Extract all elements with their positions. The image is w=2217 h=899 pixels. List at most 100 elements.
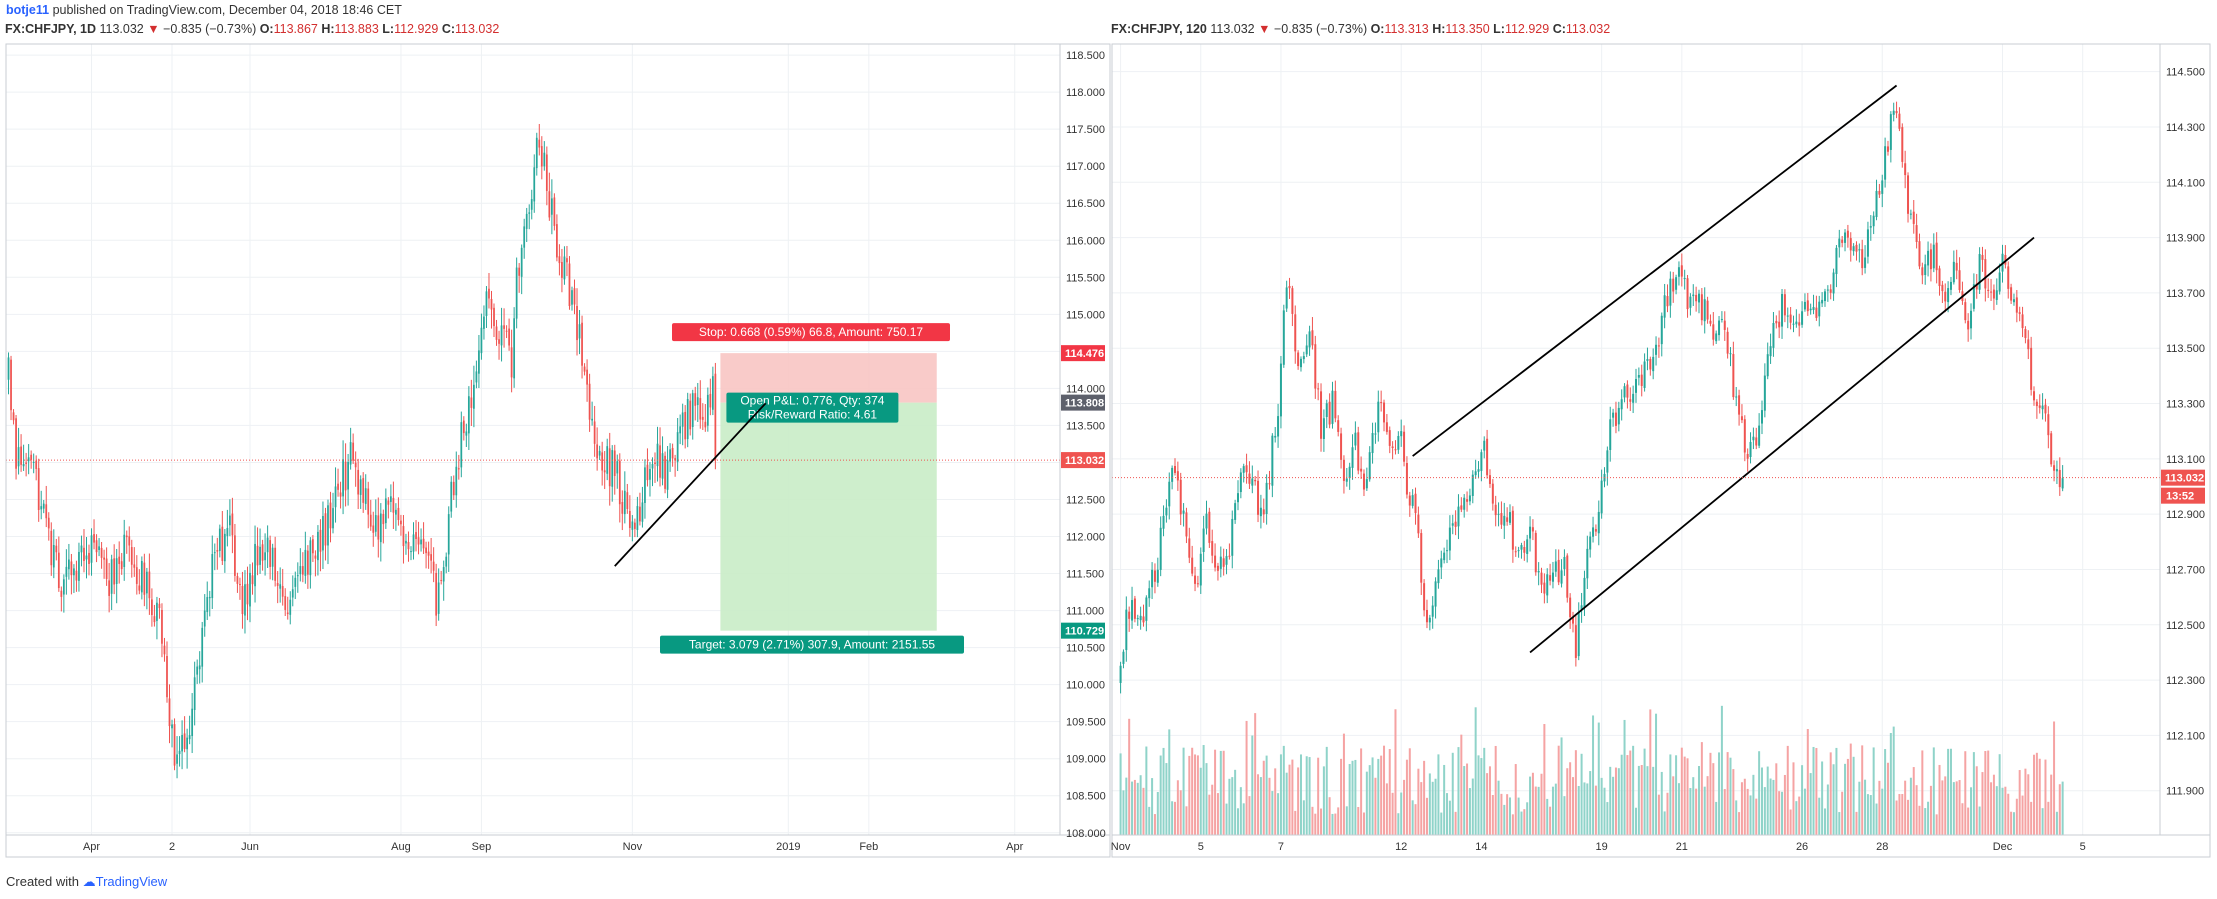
daily-chart-panel[interactable]: Stop: 0.668 (0.59%) 66.8, Amount: 750.17… [5,22,1111,858]
y-tick-label: 113.500 [1066,420,1105,432]
candle-body [1938,268,1941,287]
volume-bar [1987,750,1990,835]
candle-body [1337,420,1340,432]
volume-bar [1451,752,1454,835]
candle-body [1423,583,1426,611]
volume-bar [1858,781,1861,835]
candle-body [1781,294,1784,327]
candle-body [457,468,460,470]
candle-body [1474,471,1477,476]
trend-line[interactable] [1412,84,1898,457]
volume-bar [1377,758,1380,835]
candle-body [1586,548,1589,579]
candle-body [1583,577,1586,608]
candle-body [364,488,367,504]
volume-bar [1795,801,1798,835]
author-link[interactable]: botje11 [6,3,50,17]
volume-bar [1239,787,1242,835]
candle-body [1932,244,1935,269]
volume-bar [1763,787,1766,835]
candle-body [1182,510,1185,514]
candle-body [113,558,116,585]
current-price-badge: 113.032 [1065,455,1104,467]
candle-body [566,258,568,263]
volume-bar [1949,748,1952,835]
candle-body [1718,320,1721,336]
legend-o-value: 113.313 [1384,22,1428,36]
candle-body [1380,402,1383,404]
volume-bar [1775,763,1778,835]
candle-body [1214,555,1217,568]
legend-l-key: L: [1490,22,1505,36]
candle-body [266,537,269,553]
legend-o-value: 113.867 [274,22,318,36]
trend-line[interactable] [614,402,767,567]
candle-body [1970,310,1973,329]
take-profit-zone[interactable] [720,402,937,631]
candle-body [669,449,671,462]
candle-body [299,566,302,575]
price-axis-frame [2159,43,2211,836]
candle-body [1720,318,1723,320]
two-hour-chart-panel[interactable]: 111.900 112.100 112.300 112.500 112.700 112.9… [1111,22,2211,858]
candle-body [1136,618,1139,620]
candle-body [586,369,588,385]
volume-bar [2050,774,2053,835]
candle-body [269,540,272,567]
volume-bar [1975,766,1978,835]
candle-body [234,535,236,576]
candle-body [1652,356,1655,372]
candle-body [400,520,402,525]
volume-bar [1929,785,1932,835]
volume-bar [2038,758,2041,835]
candle-body [1248,473,1251,484]
candle-body [1534,532,1537,573]
volume-bar [1938,764,1941,835]
volume-bar [1457,747,1460,835]
volume-bar [1297,767,1300,835]
volume-bar [1537,786,1540,835]
volume-bar [1855,811,1858,835]
volume-bar [1978,806,1981,835]
candle-body [1904,163,1907,176]
candle-body [75,570,78,581]
candle-body [1844,232,1847,243]
volume-bar [1984,751,1987,835]
candle-body [85,555,88,560]
x-tick-label: 28 [1876,841,1888,853]
volume-bar [1803,788,1806,835]
volume-bar [1374,777,1377,835]
volume-bar [1884,749,1887,835]
candle-body [25,462,28,464]
candle-body [405,540,407,544]
candle-body [1451,523,1454,526]
volume-bar [2047,801,2050,835]
candle-body [1282,310,1285,365]
volume-bar [1901,794,1904,835]
candle-body [1655,344,1658,355]
candle-body [143,562,146,595]
candle-body [483,316,485,329]
volume-bar [1196,755,1199,835]
y-tick-label: 118.500 [1066,50,1105,62]
candle-body [445,556,448,567]
volume-bar [1194,754,1197,835]
volume-bar [2030,801,2033,835]
chart-area: Stop: 0.668 (0.59%) 66.8, Amount: 750.17… [5,22,2211,858]
volume-bar [1529,776,1532,835]
candle-body [1268,483,1271,485]
candle-body [1769,346,1772,357]
y-tick-label: 110.000 [1066,680,1105,692]
trend-line[interactable] [1529,236,2035,654]
tradingview-link[interactable]: TradingView [95,874,168,889]
candle-body [1809,308,1812,311]
candle-body [1554,561,1557,572]
candle-body [1789,314,1792,323]
candle-body [633,522,636,529]
volume-bar [1131,781,1134,835]
volume-bar [1967,807,1970,835]
candle-body [1414,493,1417,514]
candle-body [183,733,186,749]
candle-body [1801,311,1804,325]
candle-body [2027,339,2030,350]
